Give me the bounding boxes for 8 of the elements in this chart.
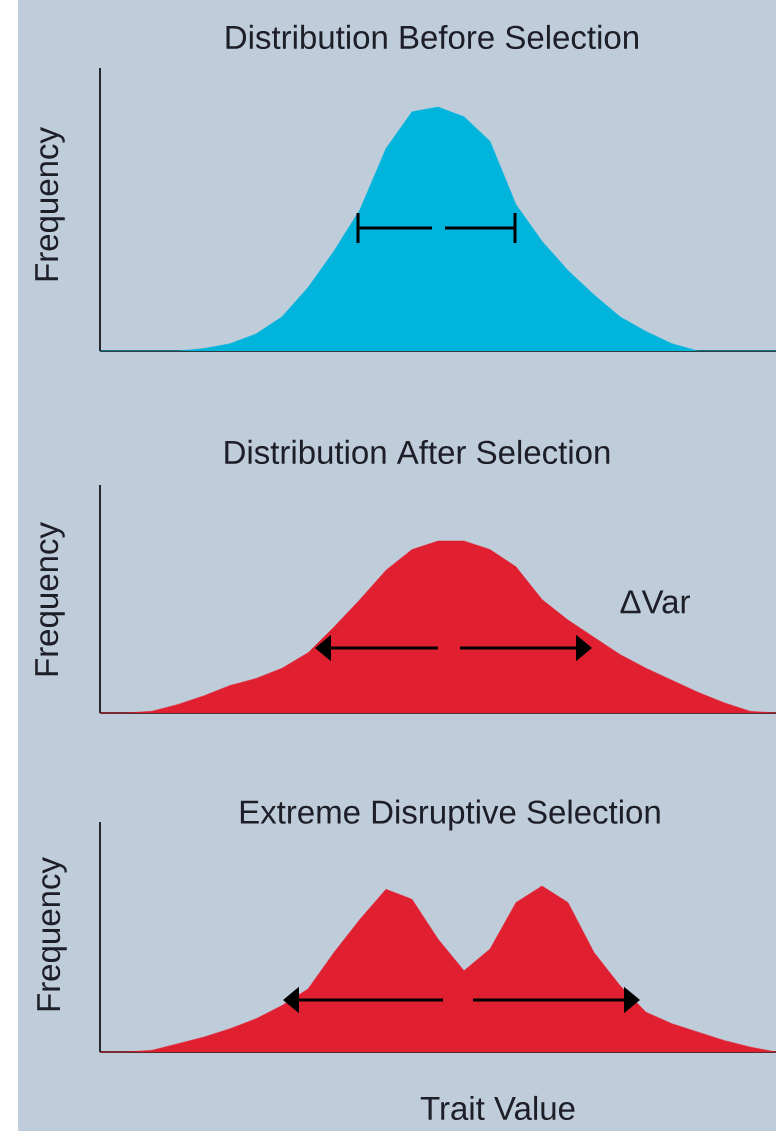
x-axis-title: Trait Value (420, 1095, 575, 1121)
y-axis-title: Frequency (35, 522, 65, 676)
y-axis-title: Frequency (37, 857, 67, 1011)
annotation: ΔVar (620, 590, 690, 614)
chart-title: Distribution After Selection (225, 439, 610, 465)
chart-title: Extreme Disruptive Selection (240, 799, 660, 831)
chart-title: Distribution Before Selection (226, 24, 638, 50)
y-axis-title: Frequency (35, 127, 65, 281)
